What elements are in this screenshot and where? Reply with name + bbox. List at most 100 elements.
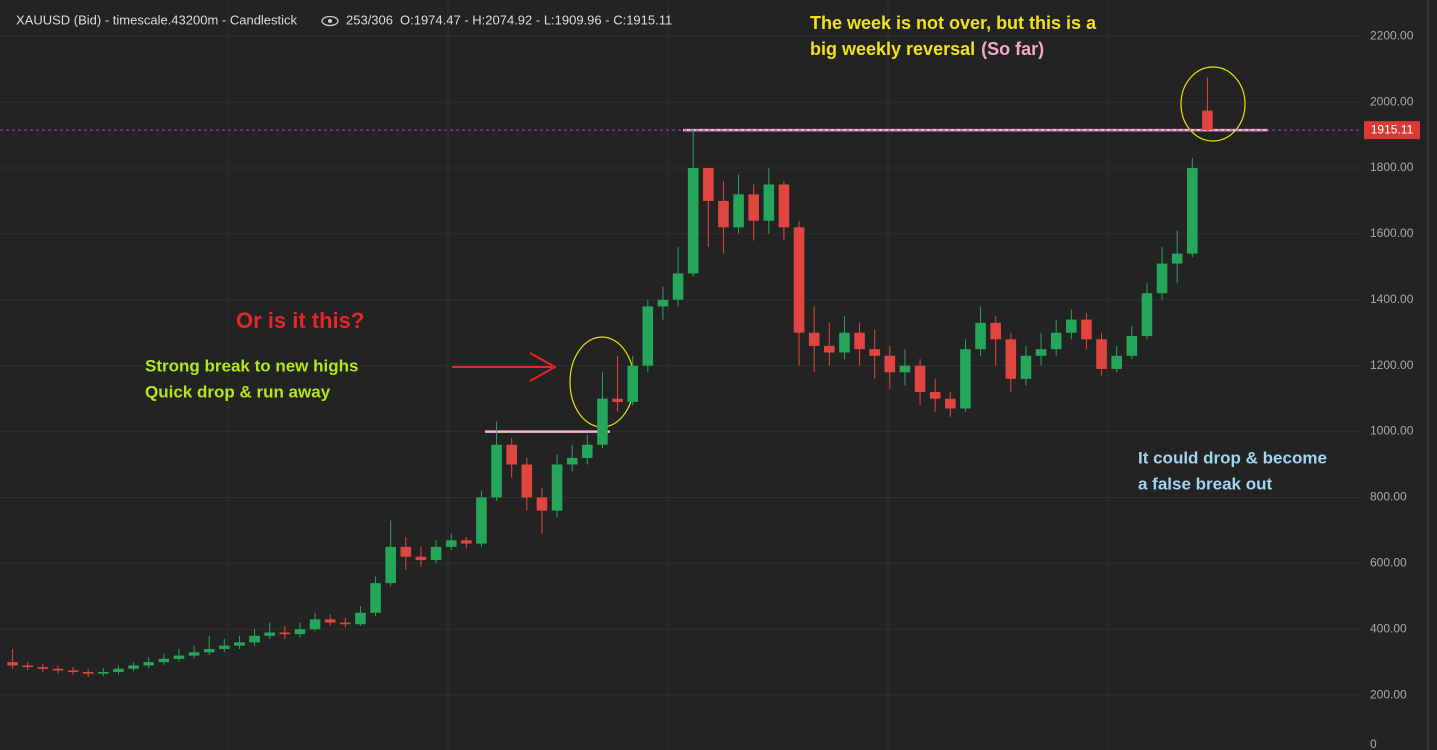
arrow-head [529,352,558,382]
candle-body [869,349,880,356]
candle-body [975,322,986,350]
ohlc: O:1974.47 - H:2074.92 - L:1909.96 - C:19… [400,12,672,27]
candle-body [1141,293,1153,337]
eye-pupil [328,19,332,23]
candle-body [808,332,820,346]
candle-body [627,365,638,402]
candle-body [324,619,336,623]
y-tick-label: 1400.00 [1370,292,1414,306]
candle-body [128,665,139,669]
candle-body [703,168,714,201]
candle-body [203,648,215,653]
candle-body [1171,253,1183,264]
candle-body [1081,319,1092,340]
candle-body [657,299,669,307]
annotation: Strong break to new highs [145,356,358,375]
candle-body [430,546,442,561]
candle-body [309,619,321,630]
candle-body [173,655,185,659]
candle-body [415,556,427,561]
y-tick-label: 1000.00 [1370,424,1414,438]
candle-body [113,668,124,673]
candle-body [264,632,275,636]
annotation: The week is not over, but this is a [810,13,1097,33]
annotation: Quick drop & run away [145,382,331,401]
candle-body [7,662,18,666]
candle-body [37,667,49,669]
y-tick-label: 2200.00 [1370,28,1414,42]
candle-body [476,497,487,544]
candle-body [491,444,502,498]
candle-body [461,540,472,544]
candle-body [279,632,291,635]
candle-body [884,355,896,373]
candle-body [400,546,412,557]
y-tick-label: 1600.00 [1370,226,1414,240]
candle-body [234,642,245,646]
candle-body [778,184,790,228]
highlight-circle [1180,66,1246,142]
price-tag-label: 1915.11 [1371,122,1414,136]
candle-body [22,665,33,668]
candle-body [582,444,593,458]
candle-body [98,672,109,674]
candle-body [914,365,926,393]
y-tick-label: 1800.00 [1370,160,1414,174]
candle-body [824,345,835,353]
candle-body [52,668,64,671]
candle-body [1111,355,1122,369]
candle-body [370,583,381,613]
candle-body [1096,339,1107,369]
candle-body [1202,110,1213,131]
y-tick-label: 200.00 [1370,687,1407,701]
candle-body [355,612,366,625]
candle-body [1187,168,1198,254]
candle-body [945,398,956,409]
symbol: XAUUSD (Bid) - timescale.43200m - Candle… [16,12,298,27]
y-tick-label: 800.00 [1370,490,1407,504]
candle-body [536,497,548,511]
y-tick-label: 600.00 [1370,556,1407,570]
candle-body [67,670,79,673]
candle-body [642,306,654,366]
candle-body [763,184,775,221]
candle-body [960,349,971,409]
annotation: a false break out [1138,474,1273,493]
candle-body [385,546,396,584]
candle-body [219,645,230,649]
price-tag [1364,121,1420,140]
candle-body [506,444,517,465]
candle-body [143,662,154,666]
candle-body [1035,349,1047,356]
candle-body [929,392,941,399]
candle-body [1156,263,1168,294]
candle-body [733,194,744,228]
candle-body [1005,339,1017,379]
bar-count: 253/306 [346,12,393,27]
candle-body [551,464,563,511]
candle-body [672,273,684,300]
annotation: Or is it this? [236,308,364,333]
candle-body [1020,355,1032,379]
y-tick-label: 0 [1370,737,1377,750]
grid [0,0,1362,750]
candle-body [158,658,170,663]
y-tick-label: 2000.00 [1370,94,1414,108]
candle-body [597,398,608,445]
candle-body [687,168,699,274]
y-tick-label: 1200.00 [1370,358,1414,372]
eye-icon[interactable] [321,15,339,27]
candle-body [1050,332,1062,350]
candle-body [899,365,911,373]
candle-body [718,200,729,228]
candle-body [566,457,578,465]
candle-body [82,672,94,674]
candle-body [445,540,457,547]
candle-body [990,322,1001,340]
candle-body [854,332,865,350]
candle-body [839,332,850,353]
candle-body [521,464,533,498]
